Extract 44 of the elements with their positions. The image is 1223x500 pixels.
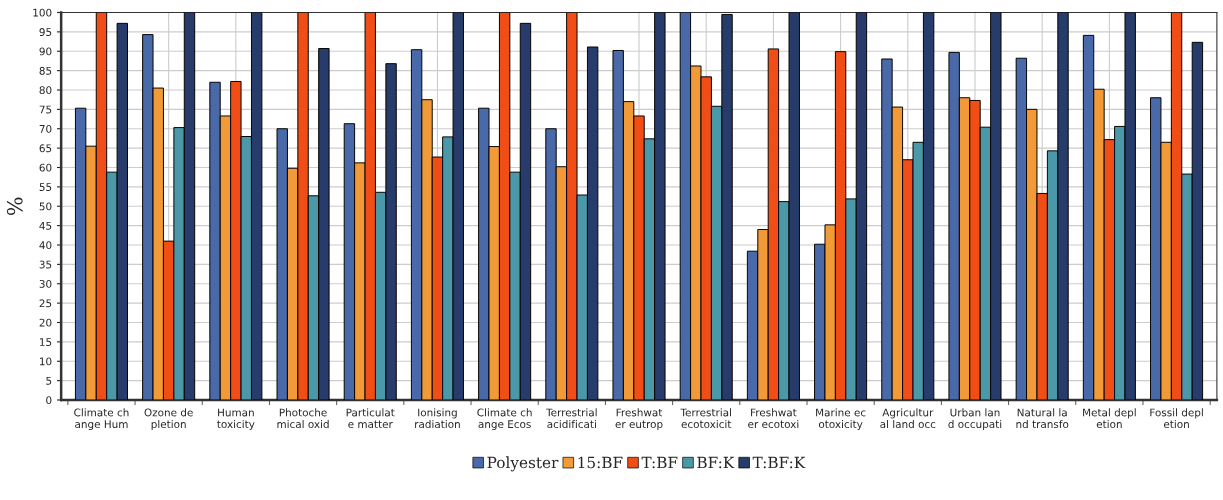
y-tick-label: 10 <box>40 357 52 366</box>
y-tick-label: 50 <box>39 202 52 211</box>
x-tick-label: Marine ec otoxicity <box>816 408 866 431</box>
x-tick-label: Terrestrial acidificati <box>546 408 597 429</box>
y-tick-label: 100 <box>33 8 52 17</box>
x-tick-label: Photoche mical oxid <box>277 408 329 429</box>
y-tick-label: 80 <box>39 86 52 95</box>
x-tick-label: Terrestrial ecotoxicit <box>680 408 732 429</box>
legend-label: T:BF <box>641 456 678 469</box>
y-tick-label: 20 <box>39 318 52 327</box>
y-tick-label: 55 <box>39 183 52 191</box>
y-tick-label: 95 <box>39 28 52 36</box>
y-tick-label: 40 <box>39 241 52 250</box>
y-tick-label: 45 <box>39 221 52 230</box>
y-tick-label: 0 <box>46 396 52 405</box>
x-tick-label: Agricultur al land occ <box>880 408 936 429</box>
x-tick-label: Freshwat er ecotoxi <box>748 408 799 429</box>
y-tick-label: 65 <box>39 144 52 153</box>
y-tick-label: 35 <box>39 260 52 269</box>
y-tick-label: 70 <box>39 124 52 133</box>
y-axis-title: % <box>6 197 23 215</box>
legend-label: T:BF:K <box>752 456 806 469</box>
x-tick-label: Particulat e matter <box>346 408 395 429</box>
x-tick-label: Climate ch ange Ecos <box>477 408 532 431</box>
y-tick-label: 90 <box>39 47 52 56</box>
y-tick-label: 30 <box>39 279 52 288</box>
y-tick-label: 5 <box>46 376 52 385</box>
y-tick-label: 60 <box>39 163 52 172</box>
legend-label: Polyester <box>487 456 559 472</box>
y-tick-label: 25 <box>39 299 52 308</box>
x-tick-label: Ionising radiation <box>415 408 460 429</box>
y-tick-label: 75 <box>39 105 52 114</box>
x-tick-label: Climate ch ange Hum <box>74 408 129 431</box>
legend-label: BF:K <box>697 456 735 469</box>
x-tick-label: Fossil depl etion <box>1150 408 1203 429</box>
legend-label: 15:BF <box>578 456 623 469</box>
x-tick-label: Human toxicity <box>217 408 255 431</box>
x-tick-label: Natural la nd transfo <box>1016 408 1069 429</box>
y-tick-label: 85 <box>39 66 52 75</box>
x-tick-label: Metal depl etion <box>1083 408 1136 429</box>
x-tick-label: Urban lan d occupati <box>948 408 1002 431</box>
x-tick-label: Freshwat er eutrop <box>615 408 663 431</box>
y-tick-label: 15 <box>40 338 52 346</box>
x-tick-label: Ozone de pletion <box>144 408 193 431</box>
